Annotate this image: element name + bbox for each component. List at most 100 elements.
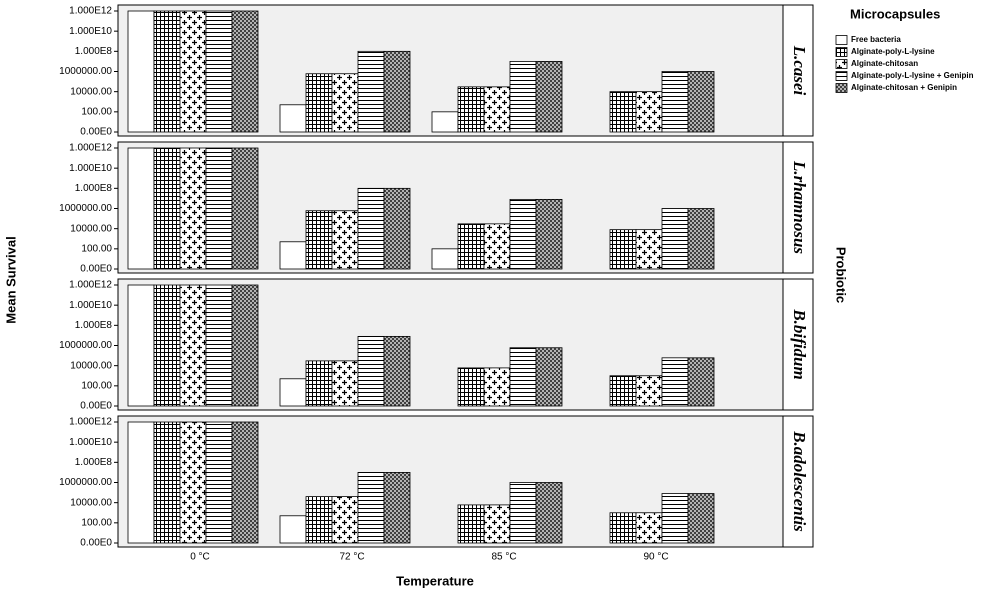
panel-label: L.casei: [790, 45, 809, 96]
bar: [279, 104, 307, 133]
y-tick-label: 1.000E8: [75, 320, 113, 331]
bar: [535, 198, 563, 270]
bar: [687, 357, 715, 407]
bar: [153, 421, 181, 544]
bar: [483, 367, 511, 407]
bar: [357, 187, 385, 270]
bar: [635, 91, 663, 133]
y-tick-label: 1.000E8: [75, 46, 113, 57]
bar: [635, 512, 663, 544]
y-tick-label: 1000000.00: [59, 340, 112, 351]
x-tick-label: 90 °C: [643, 552, 668, 563]
bar: [457, 367, 485, 407]
bar: [457, 86, 485, 133]
facet-title: Probiotic: [834, 247, 849, 303]
bar: [231, 421, 259, 544]
panel-strip: [782, 278, 814, 411]
y-tick-label: 10000.00: [70, 86, 112, 97]
panel-label: L.rhamnosus: [790, 160, 809, 254]
bar: [661, 493, 689, 544]
x-axis-title: Temperature: [396, 573, 474, 588]
legend-label: Alginate-poly-L-lysine: [851, 47, 935, 56]
y-tick-label: 100.00: [81, 243, 112, 254]
bar: [279, 378, 307, 407]
bar: [457, 223, 485, 270]
bar: [509, 347, 537, 407]
y-tick-label: 1000000.00: [59, 66, 112, 77]
bar: [661, 71, 689, 133]
bar: [331, 360, 359, 407]
bar: [153, 284, 181, 407]
bar: [231, 10, 259, 133]
bar: [535, 482, 563, 544]
y-tick-label: 1.000E8: [75, 457, 113, 468]
bar: [483, 504, 511, 544]
y-tick-label: 0.00E0: [80, 264, 112, 275]
bar: [331, 496, 359, 544]
bar: [509, 61, 537, 133]
y-axis-title: Mean Survival: [3, 236, 18, 323]
bar: [127, 284, 155, 407]
legend-title: Microcapsules: [850, 6, 940, 21]
y-tick-label: 0.00E0: [80, 401, 112, 412]
bar: [179, 421, 207, 544]
bar: [535, 347, 563, 407]
panel-label: B.bifidum: [790, 308, 809, 379]
bar: [635, 229, 663, 270]
bar: [383, 187, 411, 270]
bar: [153, 147, 181, 270]
bar: [509, 198, 537, 270]
y-tick-label: 1.000E12: [69, 280, 112, 291]
bar: [205, 147, 233, 270]
legend-swatch: [835, 83, 848, 93]
y-tick-label: 1.000E10: [69, 163, 112, 174]
bar: [383, 335, 411, 407]
bar: [535, 61, 563, 133]
y-tick-label: 1000000.00: [59, 477, 112, 488]
bar: [357, 472, 385, 544]
bar: [205, 421, 233, 544]
y-tick-label: 0.00E0: [80, 538, 112, 549]
x-tick-label: 0 °C: [190, 552, 210, 563]
legend-swatch: [835, 59, 848, 69]
bar: [153, 10, 181, 133]
bar: [357, 50, 385, 133]
y-tick-label: 1.000E8: [75, 183, 113, 194]
y-tick-label: 1.000E10: [69, 300, 112, 311]
y-tick-label: 100.00: [81, 106, 112, 117]
legend-swatch: [835, 47, 848, 57]
legend-label: Alginate-chitosan: [851, 59, 918, 68]
y-tick-label: 1.000E12: [69, 6, 112, 17]
bar: [609, 512, 637, 544]
bar: [205, 284, 233, 407]
bar: [305, 496, 333, 544]
y-tick-label: 1.000E10: [69, 26, 112, 37]
bar: [305, 73, 333, 133]
bar: [357, 335, 385, 407]
bar: [127, 421, 155, 544]
bar: [661, 208, 689, 270]
bar: [179, 284, 207, 407]
bar: [331, 210, 359, 270]
bar: [205, 10, 233, 133]
bar: [431, 248, 459, 270]
bar: [383, 472, 411, 544]
bar: [609, 375, 637, 407]
bar: [279, 515, 307, 544]
bar: [231, 284, 259, 407]
bar: [483, 86, 511, 133]
bar: [509, 482, 537, 544]
bar: [687, 71, 715, 133]
y-tick-label: 1000000.00: [59, 203, 112, 214]
bar: [687, 493, 715, 544]
panel-strip: [782, 4, 814, 137]
x-tick-label: 85 °C: [491, 552, 516, 563]
y-tick-label: 10000.00: [70, 223, 112, 234]
bar: [457, 504, 485, 544]
y-tick-label: 100.00: [81, 380, 112, 391]
legend-label: Alginate-chitosan + Genipin: [851, 83, 957, 92]
panel-label: B.adolescentis: [790, 430, 809, 532]
y-tick-label: 1.000E10: [69, 437, 112, 448]
bar: [127, 147, 155, 270]
